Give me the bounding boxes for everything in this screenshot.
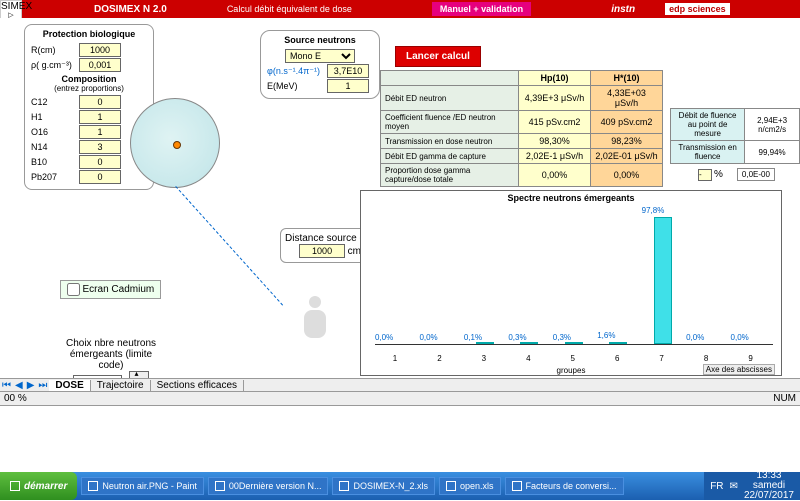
start-button[interactable]: démarrer [0, 472, 77, 500]
tab-DOSE[interactable]: DOSE [49, 380, 90, 391]
comp-N14-input[interactable] [79, 140, 121, 154]
taskbar-item[interactable]: DOSIMEX-N_2.xls [332, 477, 435, 495]
chart-bar [609, 342, 627, 344]
num-lock-indicator: NUM [773, 393, 796, 404]
sphere-diagram [130, 98, 220, 188]
tab-nav-first[interactable]: ⏮ [0, 380, 13, 391]
lang-indicator[interactable]: FR [710, 481, 723, 492]
taskbar-item[interactable]: Facteurs de conversi... [505, 477, 624, 495]
source-neutrons-panel: Source neutrons Mono E φ(n.s⁻¹.4π⁻¹) E(M… [260, 30, 380, 99]
app-icon [446, 481, 456, 491]
status-bar: 00 % NUM [0, 392, 800, 406]
mini-input-row: % 0,0E-00 [698, 168, 775, 181]
axis-abscisses-label[interactable]: Axe des abscisses [703, 364, 775, 375]
app-icon [339, 481, 349, 491]
rho-input[interactable] [79, 58, 121, 72]
taskbar-item[interactable]: open.xls [439, 477, 501, 495]
chart-bar [654, 217, 672, 344]
app-subtitle: Calcul débit équivalent de dose [227, 4, 352, 14]
comp-C12-input[interactable] [79, 95, 121, 109]
bio-header: Protection biologique [31, 29, 147, 39]
person-icon [300, 296, 330, 340]
tab-nav-last[interactable]: ⏭ [36, 380, 49, 391]
tab-nav-next[interactable]: ▶ [25, 380, 37, 391]
results-table: Hp(10)H*(10) Débit ED neutron4,39E+3 μSv… [380, 70, 663, 187]
clock: 13:33samedi22/07/2017 [744, 471, 794, 501]
spectrum-chart: Spectre neutrons émergeants 0,0%0,0%0,1%… [360, 190, 782, 376]
taskbar-item[interactable]: Neutron air.PNG - Paint [81, 477, 204, 495]
distance-input[interactable] [299, 244, 345, 258]
app-icon [512, 481, 522, 491]
system-tray: FR ✉ 13:33samedi22/07/2017 [704, 472, 800, 500]
trajectory-line [175, 186, 283, 306]
app-title: DOSIMEX N 2.0 [94, 4, 167, 15]
ecran-cadmium-checkbox[interactable]: Ecran Cadmium [60, 280, 161, 299]
source-point-icon [173, 141, 181, 149]
comp-O16-input[interactable] [79, 125, 121, 139]
E-input[interactable] [327, 79, 369, 93]
chart-bar [476, 342, 494, 344]
taskbar-item[interactable]: 00Dernière version N... [208, 477, 329, 495]
R-input[interactable] [79, 43, 121, 57]
chart-bar [520, 342, 538, 344]
comp-H1-input[interactable] [79, 110, 121, 124]
logo-instn: instn [611, 4, 635, 15]
tray-icon[interactable]: ✉ [730, 481, 738, 492]
tab-Trajectoire[interactable]: Trajectoire [91, 380, 151, 391]
manuel-validation-button[interactable]: Manuel + validation [432, 2, 531, 16]
comp-Pb207-input[interactable] [79, 170, 121, 184]
app-icon [88, 481, 98, 491]
windows-taskbar: démarrer Neutron air.PNG - Paint00Derniè… [0, 472, 800, 500]
comp-B10-input[interactable] [79, 155, 121, 169]
chart-bar [565, 342, 583, 344]
logo-edp: edp sciences [665, 3, 730, 15]
source-type-select[interactable]: Mono E [285, 49, 355, 63]
protection-biologique-panel: Protection biologique R(cm) ρ( g.cm⁻³) C… [24, 24, 154, 190]
windows-icon [10, 481, 20, 491]
top-header: DOSIMEX N 2.0 Calcul débit équivalent de… [0, 0, 800, 18]
lancer-calcul-button[interactable]: Lancer calcul [395, 46, 481, 67]
worksheet-tabs: ⏮ ◀ ▶ ⏭ DOSETrajectoireSections efficace… [0, 378, 800, 392]
app-icon [215, 481, 225, 491]
mini-input[interactable] [698, 169, 712, 181]
phi-input[interactable] [327, 64, 369, 78]
mini-output: 0,0E-00 [737, 168, 775, 181]
zoom-level: 00 % [4, 393, 27, 404]
side-results-table: Débit de fluence au point de mesure2,94E… [670, 108, 800, 164]
tab-Sections efficaces[interactable]: Sections efficaces [151, 380, 244, 391]
tab-nav-prev[interactable]: ◀ [13, 380, 25, 391]
